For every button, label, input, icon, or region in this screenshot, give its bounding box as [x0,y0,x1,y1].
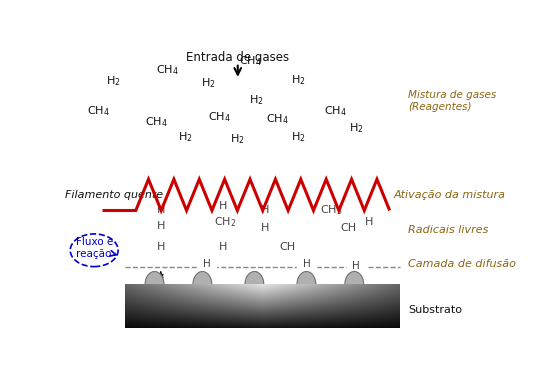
Text: H$_2$: H$_2$ [106,74,120,88]
Text: Entrada de gases: Entrada de gases [186,51,289,64]
Text: CH$_4$: CH$_4$ [266,113,289,127]
Text: H$_2$: H$_2$ [349,121,364,135]
Text: H$_2$: H$_2$ [291,73,306,87]
Text: Mistura de gases
(Reagentes): Mistura de gases (Reagentes) [408,90,497,112]
Text: H: H [260,223,269,232]
Polygon shape [193,272,212,284]
Text: CH$_4$: CH$_4$ [208,110,230,124]
Text: H: H [302,259,310,269]
Polygon shape [345,272,364,284]
Text: H: H [365,217,373,227]
Text: H: H [157,221,165,231]
Text: Camada de difusão: Camada de difusão [408,259,516,269]
Text: CH$_4$: CH$_4$ [324,104,347,118]
Text: Radicais livres: Radicais livres [408,225,489,235]
Text: H: H [157,242,165,252]
Text: H$_2$: H$_2$ [291,130,306,144]
Text: CH$_3$: CH$_3$ [320,204,343,217]
Text: CH: CH [340,223,356,232]
Text: H$_2$: H$_2$ [178,130,193,144]
Text: Fluxo e
reação: Fluxo e reação [76,237,113,259]
Text: H$_2$: H$_2$ [230,132,245,146]
Text: H$_2$: H$_2$ [201,76,216,90]
Text: Ativação da mistura: Ativação da mistura [394,190,506,200]
Text: CH$_2$: CH$_2$ [214,215,236,229]
Text: H: H [219,242,227,252]
Polygon shape [145,272,164,284]
Text: CH$_4$: CH$_4$ [87,104,110,118]
Text: H: H [202,259,211,269]
Text: CH$_4$: CH$_4$ [156,63,178,77]
Text: CH$_4$: CH$_4$ [239,55,262,68]
Text: Filamento quente: Filamento quente [65,190,163,200]
Text: H: H [157,206,165,215]
Text: H$_2$: H$_2$ [249,93,264,107]
Polygon shape [245,272,264,284]
Text: H: H [219,201,227,211]
Text: H: H [260,206,269,215]
Text: CH: CH [280,242,296,252]
Text: CH$_4$: CH$_4$ [145,115,168,129]
Text: Substrato: Substrato [408,305,462,315]
Text: H: H [352,261,360,271]
Polygon shape [297,272,316,284]
